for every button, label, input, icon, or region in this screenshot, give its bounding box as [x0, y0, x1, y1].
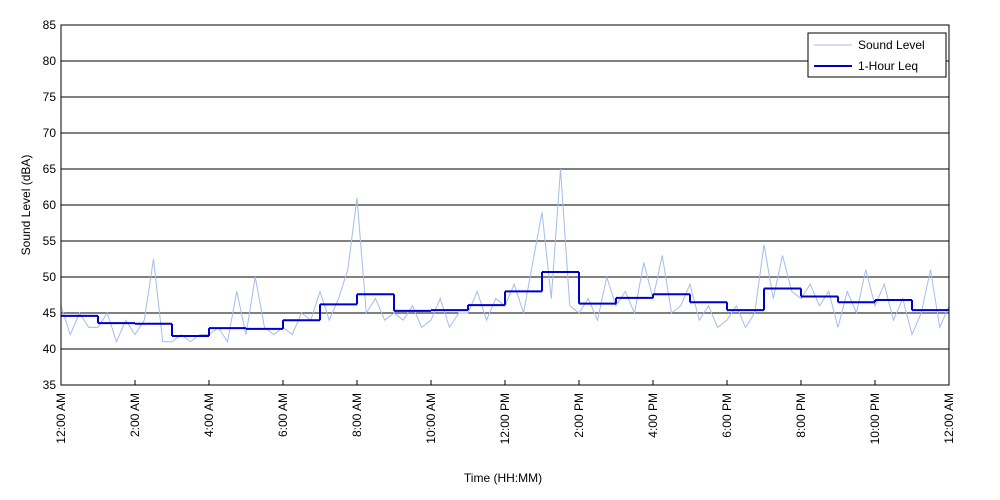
- y-tick-label: 35: [43, 378, 57, 392]
- legend-label: Sound Level: [858, 38, 925, 52]
- y-tick-label: 60: [43, 198, 57, 212]
- y-tick-label: 55: [43, 234, 57, 248]
- plot-border: [60, 24, 950, 386]
- x-axis-label: Time (HH:MM): [464, 471, 542, 485]
- y-axis-label: Sound Level (dBA): [19, 155, 33, 256]
- x-tick-label: 8:00 PM: [794, 393, 808, 438]
- x-tick-label: 12:00 AM: [942, 393, 956, 444]
- x-tick-label: 12:00 PM: [498, 393, 512, 444]
- y-tick-label: 80: [43, 54, 57, 68]
- x-tick-label: 6:00 AM: [276, 393, 290, 437]
- x-tick-label: 2:00 PM: [572, 393, 586, 438]
- y-tick-label: 50: [43, 270, 57, 284]
- x-tick-label: 8:00 AM: [350, 393, 364, 437]
- y-tick-label: 75: [43, 90, 57, 104]
- x-tick-label: 10:00 PM: [868, 393, 882, 444]
- x-tick-label: 4:00 PM: [646, 393, 660, 438]
- x-tick-label: 10:00 AM: [424, 393, 438, 444]
- y-tick-label: 40: [43, 342, 57, 356]
- y-tick-label: 45: [43, 306, 57, 320]
- y-tick-label: 65: [43, 162, 57, 176]
- y-tick-label: 70: [43, 126, 57, 140]
- x-tick-label: 6:00 PM: [720, 393, 734, 438]
- x-tick-label: 2:00 AM: [128, 393, 142, 437]
- x-tick-label: 4:00 AM: [202, 393, 216, 437]
- y-tick-label: 85: [43, 18, 57, 32]
- legend-box: [807, 32, 947, 78]
- x-tick-label: 12:00 AM: [54, 393, 68, 444]
- legend-label: 1-Hour Leq: [858, 59, 918, 73]
